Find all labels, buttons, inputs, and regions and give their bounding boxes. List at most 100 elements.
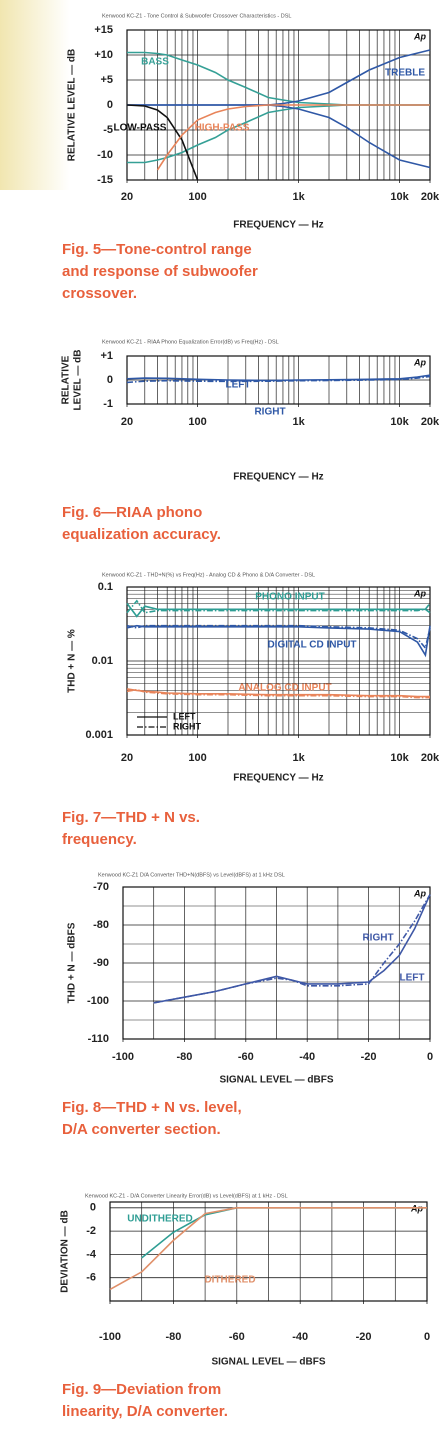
series-label: ANALOG CD INPUT <box>238 683 331 694</box>
caption: frequency. <box>62 831 137 848</box>
legend-label: RIGHT <box>173 721 202 731</box>
series-label: RIGHT <box>254 407 285 418</box>
y-tick-label: -80 <box>93 919 109 931</box>
y-tick-label: 0.001 <box>85 729 113 741</box>
caption: equalization accuracy. <box>62 526 221 543</box>
x-axis-label: SIGNAL LEVEL — dBFS <box>211 1357 325 1368</box>
series-label: LEFT <box>400 973 425 984</box>
series-label: UNDITHERED <box>127 1214 193 1225</box>
caption: and response of subwoofer <box>62 263 258 280</box>
x-axis-label: SIGNAL LEVEL — dBFS <box>219 1075 333 1086</box>
x-tick-label: 10k <box>390 416 409 428</box>
series-label: RIGHT <box>362 933 393 944</box>
series-label: BASS <box>141 57 169 68</box>
y-axis-label: THD + N — dBFS <box>67 922 78 1003</box>
y-axis-label: RELATIVE <box>61 355 72 404</box>
x-tick-label: 20 <box>121 752 133 764</box>
y-axis-label: THD + N — % <box>67 629 78 693</box>
plot-frame <box>122 886 431 1040</box>
caption: Fig. 5—Tone-control range <box>62 241 252 258</box>
x-tick-label: 100 <box>188 752 206 764</box>
legend-label: LEFT <box>173 711 196 721</box>
series-line <box>153 894 431 1004</box>
x-tick-label: 20 <box>121 191 133 203</box>
series-line <box>126 624 431 658</box>
y-tick-label: -15 <box>97 174 113 186</box>
x-tick-label: 0 <box>424 1331 430 1343</box>
x-tick-label: -80 <box>165 1331 181 1343</box>
series-line <box>126 375 431 384</box>
x-tick-label: 20k <box>421 416 440 428</box>
y-tick-label: -100 <box>87 995 109 1007</box>
x-tick-label: -20 <box>356 1331 372 1343</box>
x-tick-label: -20 <box>361 1051 377 1063</box>
y-tick-label: -4 <box>86 1248 97 1260</box>
x-tick-label: -100 <box>112 1051 134 1063</box>
y-tick-label: -6 <box>86 1272 96 1284</box>
series-line <box>127 51 430 106</box>
caption: Fig. 9—Deviation from <box>62 1381 221 1398</box>
logo: Ap <box>413 31 426 41</box>
chart-header: Kenwood KC-Z1 - THD+N(%) vs Freq(Hz) - A… <box>102 572 315 578</box>
x-axis-label: FREQUENCY — Hz <box>233 472 323 483</box>
series-line <box>127 104 430 164</box>
series-line <box>153 894 431 1004</box>
y-tick-label: 0 <box>107 374 113 386</box>
series-label: HIGH-PASS <box>195 123 250 134</box>
x-tick-label: -100 <box>99 1331 121 1343</box>
series-label: LEFT <box>226 380 251 391</box>
caption: D/A converter section. <box>62 1121 221 1138</box>
y-tick-label: 0 <box>107 99 113 111</box>
chart-header: Kenwood KC-Z1 - RIAA Phono Equalization … <box>102 339 279 345</box>
series-label: LOW-PASS <box>114 123 167 134</box>
y-tick-label: +10 <box>94 49 113 61</box>
logo: Ap <box>413 588 426 598</box>
y-tick-label: -5 <box>103 124 113 136</box>
chart-header: Kenwood KC-Z1 - Tone Control & Subwoofer… <box>102 13 291 19</box>
series-label: DITHERED <box>204 1275 255 1286</box>
y-tick-label: +1 <box>100 350 113 362</box>
plot-frame <box>109 1201 428 1302</box>
logo: Ap <box>413 888 426 898</box>
series-line <box>126 688 430 698</box>
x-tick-label: 10k <box>390 752 409 764</box>
series-line <box>126 624 431 650</box>
caption: Fig. 6—RIAA phono <box>62 504 202 521</box>
x-tick-label: 10k <box>390 191 409 203</box>
x-tick-label: 100 <box>188 416 206 428</box>
y-tick-label: -2 <box>86 1225 96 1237</box>
x-tick-label: 20k <box>421 752 440 764</box>
caption: Fig. 7—THD + N vs. <box>62 809 200 826</box>
series-line <box>156 104 430 171</box>
x-tick-label: -40 <box>299 1051 315 1063</box>
x-tick-label: 100 <box>188 191 206 203</box>
series-label: DIGITAL CD INPUT <box>267 640 356 651</box>
y-tick-label: 0.1 <box>98 581 113 593</box>
y-tick-label: -1 <box>103 398 113 410</box>
series-line <box>126 602 431 618</box>
series-line <box>126 374 431 382</box>
x-tick-label: 20 <box>121 416 133 428</box>
series-line <box>109 1207 427 1291</box>
x-axis-label: FREQUENCY — Hz <box>233 773 323 784</box>
y-tick-label: 0 <box>90 1202 96 1214</box>
x-tick-label: -80 <box>176 1051 192 1063</box>
x-tick-label: 0 <box>427 1051 433 1063</box>
y-tick-label: 0.01 <box>92 655 113 667</box>
series-line <box>126 104 199 181</box>
series-line <box>127 104 431 169</box>
series-line <box>126 688 430 699</box>
y-tick-label: -70 <box>93 881 109 893</box>
chart-header: Kenwood KC-Z1 D/A Converter THD+N(dBFS) … <box>98 872 285 878</box>
y-tick-label: +5 <box>100 74 113 86</box>
x-tick-label: -60 <box>238 1051 254 1063</box>
x-tick-label: -40 <box>292 1331 308 1343</box>
x-tick-label: 1k <box>292 191 305 203</box>
x-tick-label: -60 <box>229 1331 245 1343</box>
x-tick-label: 20k <box>421 191 440 203</box>
series-label: TREBLE <box>385 68 425 79</box>
y-tick-label: -110 <box>88 1033 109 1045</box>
y-tick-label: +15 <box>94 24 113 36</box>
logo: Ap <box>413 357 426 367</box>
